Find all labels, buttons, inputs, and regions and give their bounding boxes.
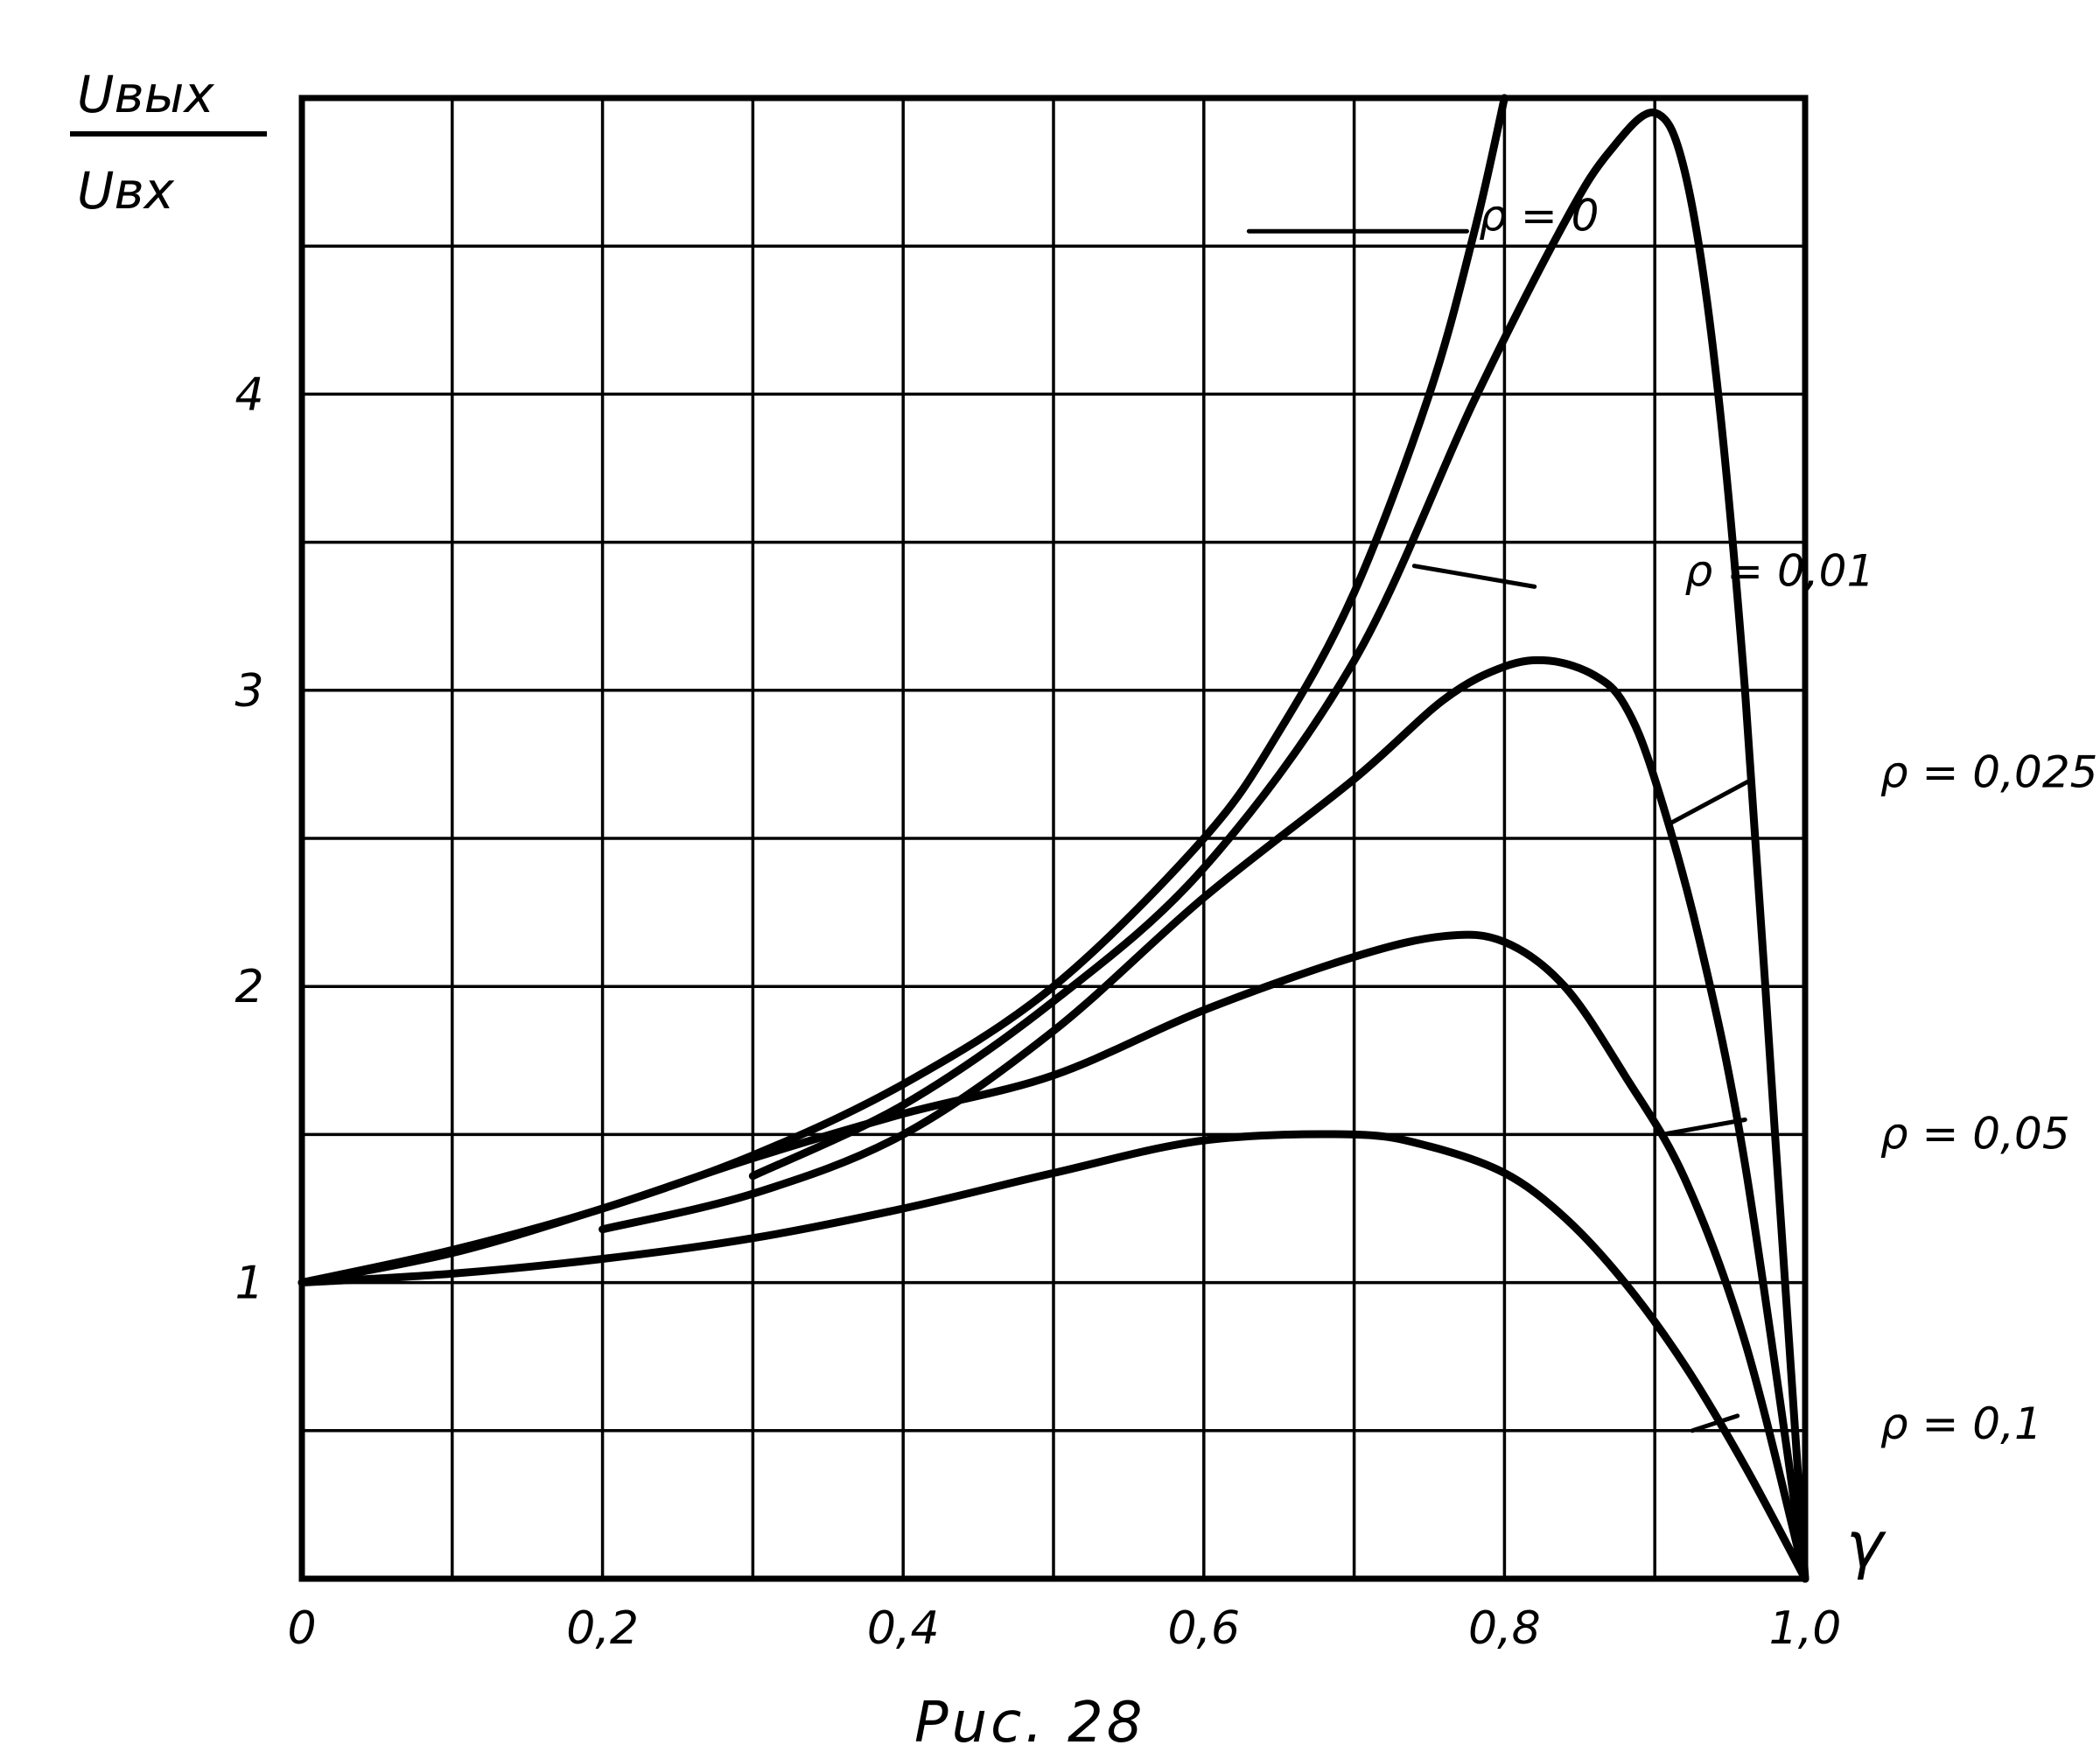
x-tick-label: 1,0 [1769,1602,1842,1655]
y-tick-label: 2 [234,961,263,1013]
x-tick-label: 0 [287,1602,316,1655]
series-labels: ρ = 0 ρ = 0,01 ρ = 0,025 ρ = 0,05 ρ = 0,1 [1479,190,2097,1449]
series-label: ρ = 0 [1479,190,1599,241]
x-tick-label: 0,2 [566,1602,639,1655]
series-label: ρ = 0,1 [1880,1398,2042,1449]
series-leader-line [1690,1413,1740,1433]
series-line-4 [298,1130,1810,1583]
x-tick-label: 0,4 [867,1602,940,1655]
series-layer [298,94,1810,1583]
series-leader-line [1660,1117,1747,1137]
series-line-3 [298,930,1810,1583]
x-tick-label: 0,6 [1167,1602,1240,1655]
x-axis-label: γ [1846,1508,1886,1581]
series-leader-lines [1246,228,1755,1433]
y-tick-labels: 1 2 3 4 [234,368,263,1309]
y-tick-label: 1 [234,1258,263,1310]
y-axis-label-numerator: Uвых [77,65,214,124]
x-tick-labels: 0 0,2 0,4 0,6 0,8 1,0 [287,1602,1841,1655]
series-label: ρ = 0,05 [1880,1108,2070,1159]
y-tick-label: 3 [234,665,263,718]
x-tick-label: 0,8 [1468,1602,1541,1655]
figure-caption: Puc. 28 [914,1691,1145,1755]
y-tick-label: 4 [234,368,263,421]
series-label: ρ = 0,025 [1880,747,2098,798]
series-line-2 [598,655,1810,1583]
y-axis-label-denominator: Uвх [77,161,175,221]
grid [302,98,1805,1579]
series-leader-line [1411,564,1537,589]
plot-frame [298,95,1809,1582]
series-label: ρ = 0,01 [1685,545,1875,596]
series-line-1 [748,109,1810,1583]
series-leader-line [1667,776,1755,826]
